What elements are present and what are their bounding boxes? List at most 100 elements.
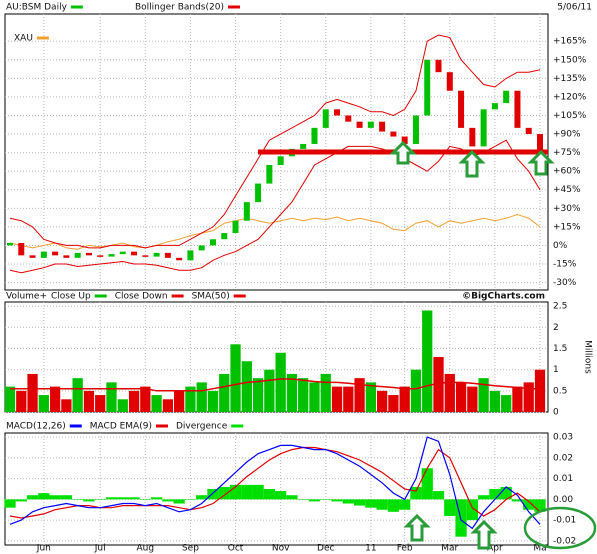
y-tick-label: 2.5 [553, 302, 567, 312]
y-tick-label: 1 [553, 365, 559, 375]
y-axis-label: Millions [583, 340, 593, 374]
candle [412, 115, 419, 144]
divergence-bar [500, 486, 512, 500]
candle [367, 121, 374, 128]
divergence-bar [489, 489, 501, 500]
volume-bar [140, 386, 151, 412]
divergence-bar [218, 486, 230, 500]
date-label: 5/06/11 [557, 3, 592, 13]
volume-bar [196, 382, 207, 412]
bollinger-lower [9, 139, 541, 274]
candle [243, 202, 250, 221]
volume-bar [376, 390, 388, 412]
legend-label: SMA(50) [192, 292, 230, 302]
candle [198, 245, 205, 251]
x-tick-label: 11 [365, 544, 376, 554]
volume-bar [467, 386, 478, 412]
candle [142, 255, 149, 257]
divergence-bar [94, 499, 106, 500]
candle [255, 183, 262, 203]
annotations [258, 140, 597, 550]
divergence-bar [342, 499, 354, 504]
divergence-bar [286, 495, 298, 500]
volume-bar [343, 386, 354, 412]
candle [435, 59, 442, 73]
volume-bar [501, 395, 512, 412]
y-tick-label: +90% [553, 130, 581, 140]
divergence-bar [207, 489, 219, 500]
volume-bar [264, 369, 275, 412]
volume-bar [275, 352, 286, 412]
volume-bar [455, 382, 467, 412]
divergence-bar [173, 499, 185, 504]
divergence-bar [466, 499, 478, 521]
y-tick-label: 0.03 [553, 433, 573, 443]
candle [503, 90, 510, 104]
candle [74, 252, 81, 258]
volume-bar [61, 399, 72, 412]
y-tick-label: 1.5 [553, 344, 567, 354]
volume-bar [162, 399, 174, 412]
candle [525, 127, 532, 135]
candle [277, 156, 284, 165]
divergence-bar [38, 493, 50, 500]
candle [63, 255, 70, 258]
volume-bar [331, 386, 343, 412]
candle [514, 90, 521, 128]
candle [29, 255, 36, 258]
divergence-bar [534, 499, 546, 512]
divergence-bar [410, 486, 422, 500]
divergence-bar [376, 499, 388, 510]
arrow [470, 519, 498, 550]
divergence-bar [184, 499, 197, 500]
candle [390, 131, 397, 137]
divergence-bar [49, 495, 61, 500]
legend-label: Close Up [51, 292, 91, 302]
volume-bar [16, 390, 27, 412]
divergence-bar [297, 499, 309, 500]
divergence-bar [83, 499, 95, 502]
candle [119, 251, 126, 255]
legend-label: Volume+ [6, 292, 47, 302]
y-tick-label: +165% [553, 37, 587, 47]
legend-label: Bollinger Bands(20) [135, 3, 224, 13]
legend-label: XAU [14, 34, 33, 44]
y-tick-label: +30% [553, 204, 581, 214]
candle [379, 121, 386, 132]
y-tick-label: 0.02 [553, 453, 573, 463]
x-tick-label: Nov [272, 544, 290, 554]
volume-bar [241, 361, 252, 412]
y-tick-label: +45% [553, 185, 581, 195]
x-tick-label: Jun [36, 544, 51, 554]
volume-bar [49, 386, 61, 412]
divergence-bar [353, 499, 366, 506]
legend-label: Close Down [115, 292, 168, 302]
volume-bar [489, 390, 501, 412]
candle [334, 109, 341, 116]
candle [480, 109, 487, 147]
highlight-ellipse [523, 506, 597, 550]
divergence-bar [105, 497, 118, 500]
candle [153, 252, 160, 257]
volume-bar [83, 390, 95, 412]
divergence-bar [196, 495, 208, 500]
y-tick-label: -0.02 [553, 536, 576, 546]
y-tick-label: 0.5 [553, 386, 567, 396]
candle [266, 164, 273, 184]
y-tick-label: 0.01 [553, 474, 573, 484]
divergence-bar [162, 499, 174, 502]
divergence-bar [275, 491, 287, 500]
y-tick-label: +60% [553, 167, 581, 177]
divergence-bar [252, 484, 264, 500]
candle [108, 254, 115, 257]
divergence-bar [511, 499, 524, 502]
x-tick-label: Dec [317, 544, 334, 554]
divergence-bar [365, 499, 377, 508]
volume-bar [433, 357, 444, 412]
volume-bar [523, 382, 534, 412]
y-tick-label: -15% [553, 260, 577, 270]
candle [345, 115, 352, 122]
candle [18, 242, 25, 256]
legend-label: MACD(12,26) [6, 422, 66, 432]
